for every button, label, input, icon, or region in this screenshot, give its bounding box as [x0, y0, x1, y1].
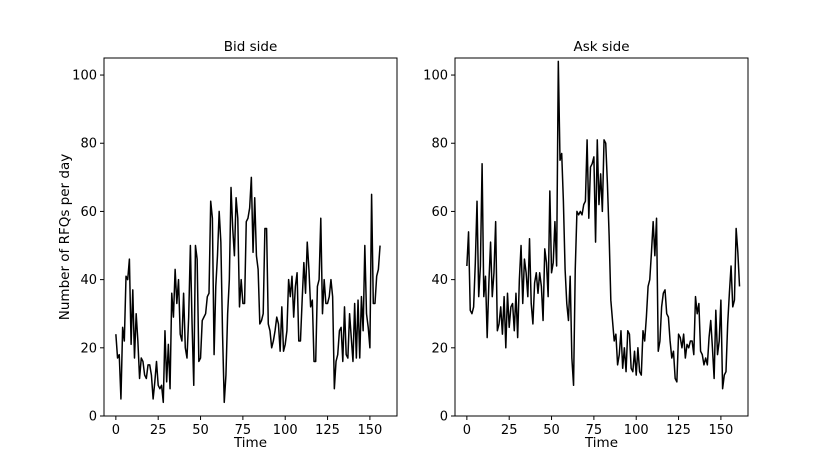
y-tick-label: 80: [431, 137, 448, 152]
x-tick-label: 75: [586, 423, 603, 438]
plot-frame: [103, 57, 398, 417]
y-tick-label: 40: [80, 273, 97, 288]
x-tick-label: 0: [112, 423, 120, 438]
series-line-1: [115, 176, 381, 404]
chart-title: Bid side: [224, 39, 278, 55]
x-tick-label: 125: [315, 423, 340, 438]
x-tick-label: 100: [273, 423, 298, 438]
y-tick-label: 60: [431, 205, 448, 220]
y-tick-label: 0: [89, 410, 97, 425]
y-tick-label: 80: [80, 137, 97, 152]
series-line-1: [466, 60, 741, 390]
x-tick-label: 25: [501, 423, 518, 438]
x-tick-label: 100: [624, 423, 649, 438]
plot-frame: [454, 57, 749, 417]
x-tick-label: 50: [192, 423, 209, 438]
chart-panel-1: 0 25 50 75 100 125 150 0 20 40 60 80 100 Bid side Time…: [57, 39, 398, 451]
y-tick-label: 40: [431, 273, 448, 288]
chart-title: Ask side: [573, 39, 629, 55]
x-tick-label: 25: [150, 423, 167, 438]
x-axis-label: Time: [233, 435, 267, 451]
y-tick-label: 100: [423, 69, 448, 84]
y-tick-label: 0: [440, 410, 448, 425]
x-tick-label: 150: [357, 423, 382, 438]
x-tick-label: 50: [543, 423, 560, 438]
chart-panel-2: 0 25 50 75 100 125 150 0 20 40 60 80 100 Ask side Time: [423, 39, 749, 451]
y-tick-label: 20: [431, 341, 448, 356]
y-tick-label: 100: [72, 69, 97, 84]
x-tick-label: 150: [708, 423, 733, 438]
x-axis-label: Time: [584, 435, 618, 451]
x-tick-label: 0: [463, 423, 471, 438]
y-tick-label: 60: [80, 205, 97, 220]
x-tick-label: 125: [666, 423, 691, 438]
y-axis-label: Number of RFQs per day: [57, 154, 73, 320]
y-tick-label: 20: [80, 341, 97, 356]
x-tick-label: 75: [235, 423, 252, 438]
